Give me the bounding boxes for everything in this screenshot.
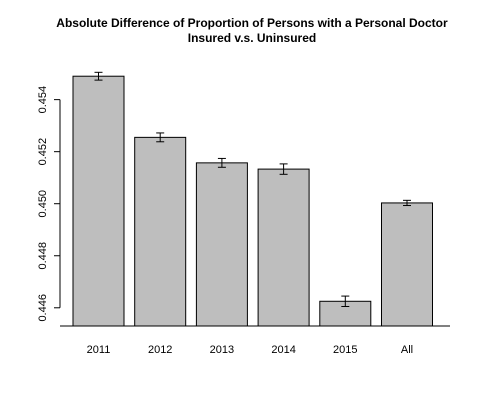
chart-subtitle: Insured v.s. Uninsured (188, 31, 316, 45)
x-tick-label-all: All (401, 344, 413, 356)
error-bar-all (403, 199, 411, 207)
x-axis: 2011 2012 2013 2014 2015 All (60, 325, 450, 356)
chart-title: Absolute Difference of Proportion of Per… (56, 16, 448, 30)
x-tick-label-2015: 2015 (333, 344, 357, 356)
x-tick-label-2012: 2012 (148, 344, 172, 356)
bar-2012 (134, 136, 187, 327)
bar-all (381, 202, 433, 327)
y-tick-label-1: 0.448 (37, 242, 49, 270)
bars-layer (72, 75, 433, 327)
bar-2013 (195, 162, 248, 327)
error-bar-2015 (341, 295, 350, 307)
x-tick-label-2011: 2011 (87, 344, 111, 356)
error-bars-layer (94, 71, 411, 307)
error-bar-2013 (217, 157, 226, 168)
error-bar-2012 (156, 132, 165, 143)
bar-2011 (72, 75, 125, 327)
x-tick-label-2013: 2013 (210, 344, 234, 356)
bar-2014 (257, 168, 310, 327)
error-bar-2014 (279, 163, 288, 175)
y-tick-label-2: 0.450 (37, 190, 49, 218)
y-axis: 0.446 0.448 0.450 0.452 0.454 (37, 86, 61, 322)
y-tick-label-4: 0.454 (37, 86, 49, 114)
x-tick-label-2014: 2014 (271, 344, 295, 356)
error-bar-2011 (94, 71, 103, 81)
y-tick-label-3: 0.452 (37, 138, 49, 166)
y-tick-label-0: 0.446 (37, 294, 49, 322)
